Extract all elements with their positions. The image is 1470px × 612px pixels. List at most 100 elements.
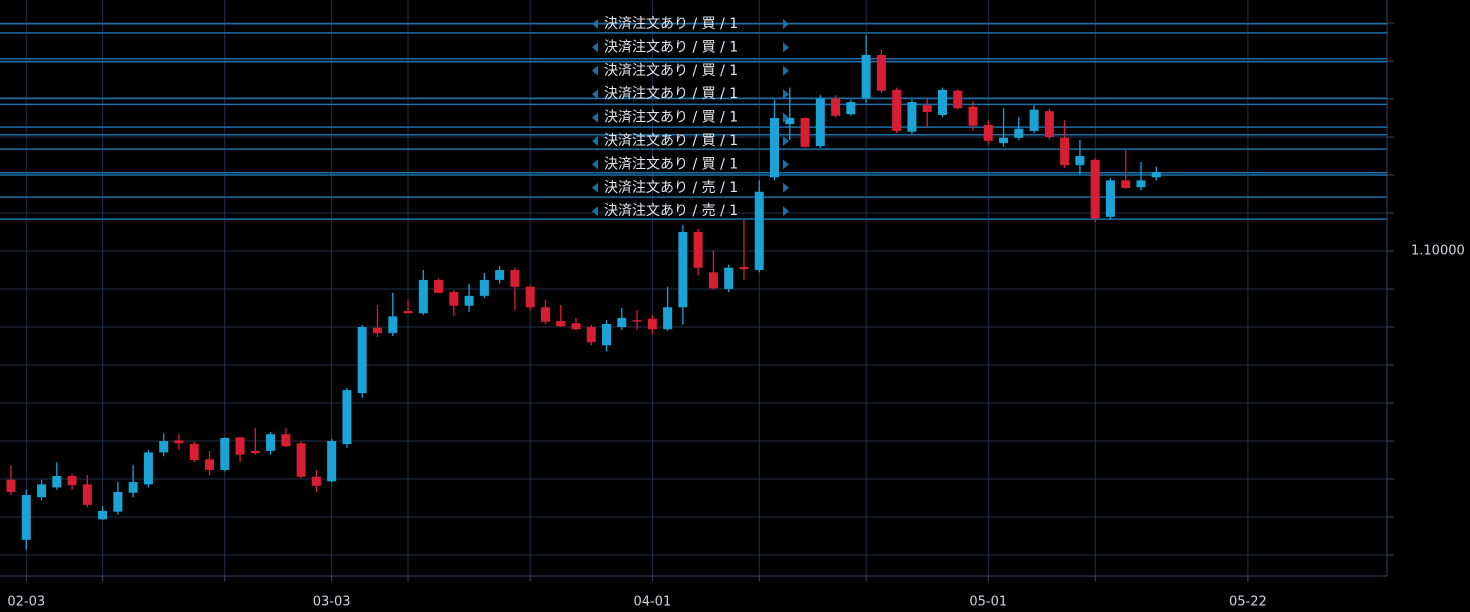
candle [250,428,260,455]
candle [724,264,734,293]
candle [357,324,367,398]
candle [418,270,428,315]
candle [342,387,352,448]
candle-body [189,444,199,461]
order-arrow-left [592,89,598,100]
candle [632,310,642,331]
candle-body [586,327,596,343]
x-tick-label: 05-22 [1229,595,1267,610]
candle-body [861,54,871,99]
candle [540,299,550,324]
candle-body [113,491,123,512]
candle-body [754,191,764,271]
candle [647,314,657,334]
candle [464,283,474,312]
candle-body [525,286,535,308]
candle-body [892,89,902,131]
candle-body [1121,180,1131,188]
candle-body [739,266,749,270]
candle [907,99,917,134]
candle [235,437,245,463]
candle [82,475,92,508]
candle-body [663,307,673,330]
candle-body [464,295,474,306]
order-arrow-left [592,112,598,123]
candle-body [693,232,703,268]
candle-body [357,327,367,394]
candle-body [1075,156,1085,166]
order-label: 決済注文あり / 買 / 1 [604,133,738,149]
order-label: 決済注文あり / 買 / 1 [604,63,738,79]
candle [98,506,108,521]
candle-body [449,292,459,306]
candle [617,308,627,331]
candle-body [434,279,444,293]
order-arrow-right [783,89,789,100]
candle [1029,105,1039,134]
candle-body [98,510,108,520]
candle-body [1060,137,1070,166]
candle-body [785,118,795,125]
candle [892,87,902,134]
candle [205,450,215,476]
candle [937,87,947,118]
order-arrow-left [592,65,598,76]
candle-body [342,390,352,445]
candle-body [968,106,978,126]
candle-body [815,98,825,147]
candle-body [67,475,77,486]
candle [174,434,184,451]
y-tick-label: 1.10000 [1411,244,1465,259]
candle-body [372,327,382,334]
candle-body [846,102,856,115]
order-arrow-right [783,65,789,76]
candle [602,320,612,352]
candle [449,289,459,317]
candle [1121,149,1131,189]
candle-body [174,440,184,444]
order-arrow-right [783,136,789,146]
order-arrow-right [783,42,789,53]
candle [296,441,306,479]
candle-body [510,270,520,287]
candle [800,117,810,148]
candle-body [983,124,993,141]
candle [785,87,795,141]
candle-body [724,267,734,290]
order-arrow-right [783,206,789,217]
candle-body [388,316,398,334]
x-tick-label: 03-03 [313,595,351,610]
candle-body [37,484,47,498]
candle-body [831,98,841,116]
candle [693,228,703,276]
candle [281,428,291,448]
candle [1014,117,1024,141]
candle-body [678,232,688,308]
candle [968,101,978,131]
candle [876,49,886,93]
candle-body [266,434,276,451]
candle-body [953,90,963,109]
candle-body [418,279,428,314]
candle-body [800,118,810,147]
order-label: 決済注文あり / 買 / 1 [604,39,738,55]
x-tick-label: 04-01 [633,595,671,610]
order-label: 決済注文あり / 売 / 1 [604,180,738,196]
candle-body [1090,159,1100,219]
candle-body [311,476,321,486]
order-arrow-left [592,136,598,146]
candle [586,324,596,346]
candle [983,120,993,145]
candle [953,89,963,110]
candle-body [235,437,245,455]
candle-body [6,479,16,492]
order-arrow-right [783,182,789,193]
candle-body [632,320,642,322]
order-arrow-left [592,159,598,170]
order-arrow-right [783,19,789,29]
candle-body [708,272,718,289]
candle [37,479,47,501]
candle [571,317,581,331]
candle [434,278,444,293]
